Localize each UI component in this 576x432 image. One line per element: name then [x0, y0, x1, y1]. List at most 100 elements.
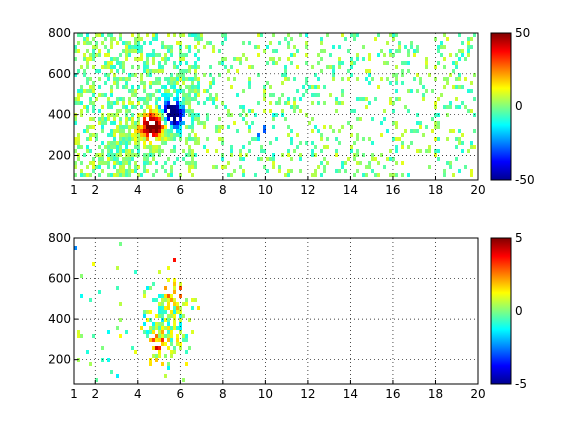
heatmap-cell	[248, 149, 251, 153]
heatmap-cell	[287, 101, 290, 105]
heatmap-cell	[146, 330, 149, 334]
heatmap-cell	[347, 77, 350, 81]
heatmap-cell	[143, 322, 146, 326]
heatmap-cell	[101, 141, 104, 145]
heatmap-cell	[362, 45, 365, 49]
heatmap-cell	[161, 338, 164, 342]
heatmap-cell	[137, 101, 140, 105]
heatmap-cell	[179, 89, 182, 93]
heatmap-cell	[110, 173, 113, 177]
heatmap-cell	[161, 330, 164, 334]
heatmap-cell	[362, 173, 365, 177]
heatmap-cell	[194, 141, 197, 145]
heatmap-cell	[314, 85, 317, 89]
heatmap-cell	[131, 85, 134, 89]
heatmap-cell	[395, 33, 398, 37]
heatmap-cell	[143, 169, 146, 173]
heatmap-cell	[188, 49, 191, 53]
heatmap-cell	[368, 53, 371, 57]
heatmap-cell	[182, 378, 185, 382]
heatmap-cell	[188, 65, 191, 69]
heatmap-cell	[179, 113, 182, 117]
heatmap-cell	[86, 350, 89, 354]
heatmap-cell	[188, 89, 191, 93]
heatmap-cell	[131, 125, 134, 129]
heatmap-cell	[143, 109, 146, 113]
heatmap-cell	[296, 105, 299, 109]
heatmap-cell	[164, 85, 167, 89]
heatmap-cell	[164, 97, 167, 101]
heatmap-cell	[182, 81, 185, 85]
heatmap-cell	[467, 49, 470, 53]
heatmap-cell	[176, 81, 179, 85]
heatmap-cell	[218, 129, 221, 133]
heatmap-cell	[284, 37, 287, 41]
heatmap-cell	[332, 77, 335, 81]
heatmap-cell	[158, 294, 161, 298]
heatmap-cell	[128, 41, 131, 45]
heatmap-cell	[413, 77, 416, 81]
y-tick-label: 600	[48, 272, 71, 286]
heatmap-cell	[392, 109, 395, 113]
heatmap-cell	[125, 173, 128, 177]
heatmap-cell	[230, 113, 233, 117]
heatmap-cell	[188, 113, 191, 117]
heatmap-cell	[191, 173, 194, 177]
heatmap-cell	[449, 161, 452, 165]
heatmap-cell	[149, 149, 152, 153]
heatmap-cell	[119, 173, 122, 177]
heatmap-cell	[401, 133, 404, 137]
heatmap-cell	[284, 65, 287, 69]
heatmap-cell	[446, 113, 449, 117]
heatmap-cell	[131, 49, 134, 53]
heatmap-cell	[92, 157, 95, 161]
heatmap-cell	[191, 121, 194, 125]
heatmap-cell	[107, 173, 110, 177]
heatmap-cell	[239, 157, 242, 161]
heatmap-cell	[122, 169, 125, 173]
heatmap-cell	[86, 105, 89, 109]
heatmap-cell	[116, 374, 119, 378]
heatmap-cell	[188, 101, 191, 105]
heatmap-cell	[170, 149, 173, 153]
heatmap-cell	[128, 73, 131, 77]
top-colorbar	[490, 32, 512, 181]
heatmap-cell	[116, 97, 119, 101]
heatmap-cell	[176, 125, 179, 129]
top-x-ticks: 1 2 4 6 8 10 12 14 16 18 20	[70, 176, 486, 197]
heatmap-cell	[221, 153, 224, 157]
heatmap-cell	[152, 109, 155, 113]
heatmap-cell	[431, 117, 434, 121]
heatmap-cell	[179, 330, 182, 334]
heatmap-cell	[305, 41, 308, 45]
heatmap-cell	[113, 77, 116, 81]
heatmap-cell	[173, 346, 176, 350]
heatmap-cell	[350, 109, 353, 113]
heatmap-cell	[167, 173, 170, 177]
heatmap-cell	[116, 77, 119, 81]
heatmap-cell	[116, 57, 119, 61]
heatmap-cell	[164, 161, 167, 165]
heatmap-cell	[251, 109, 254, 113]
heatmap-cell	[395, 81, 398, 85]
heatmap-cell	[164, 334, 167, 338]
heatmap-cell	[74, 246, 77, 250]
heatmap-cell	[404, 61, 407, 65]
heatmap-cell	[164, 45, 167, 49]
heatmap-cell	[257, 101, 260, 105]
heatmap-cell	[389, 149, 392, 153]
heatmap-cell	[257, 45, 260, 49]
heatmap-cell	[356, 169, 359, 173]
heatmap-cell	[125, 57, 128, 61]
heatmap-cell	[404, 129, 407, 133]
heatmap-cell	[380, 77, 383, 81]
heatmap-cell	[353, 109, 356, 113]
heatmap-cell	[179, 105, 182, 109]
heatmap-cell	[281, 109, 284, 113]
heatmap-cell	[341, 33, 344, 37]
heatmap-cell	[113, 57, 116, 61]
heatmap-cell	[197, 85, 200, 89]
heatmap-cell	[158, 350, 161, 354]
heatmap-cell	[407, 173, 410, 177]
heatmap-cell	[260, 157, 263, 161]
